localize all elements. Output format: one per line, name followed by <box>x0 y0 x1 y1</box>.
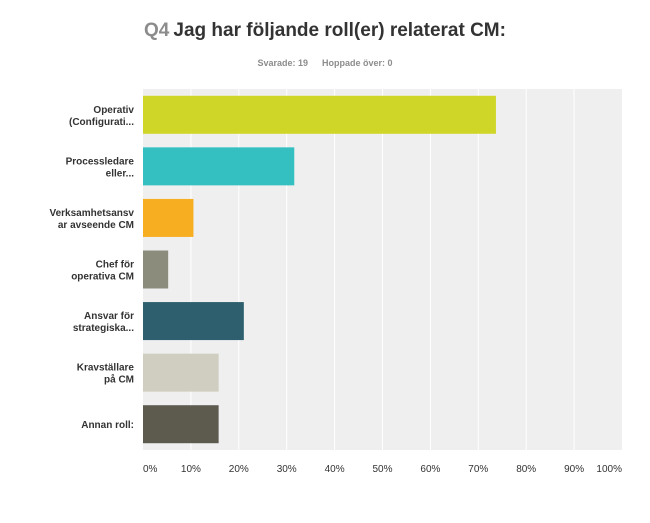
x-tick-label: 20% <box>229 464 249 475</box>
skipped-count: Hoppade över: 0 <box>322 58 393 68</box>
bar <box>143 95 496 134</box>
question-text: Jag har följande roll(er) relaterat CM: <box>173 20 506 41</box>
category-label: Chef för operativa CM <box>71 260 134 283</box>
x-tick-label: 80% <box>516 464 536 475</box>
x-tick-label: 70% <box>468 464 488 475</box>
x-tick-label: 10% <box>181 464 201 475</box>
category-label: Ansvar för strategiska... <box>73 311 134 334</box>
category-label: Annan roll: <box>81 420 134 431</box>
category-label: Processledare eller... <box>66 156 135 179</box>
question-title: Q4 Jag har följande roll(er) relaterat CM… <box>0 20 650 42</box>
answered-count: Svarade: 19 <box>257 58 309 68</box>
bar <box>143 147 295 186</box>
category-label: Kravställare på CM <box>77 363 135 386</box>
bar <box>143 198 194 237</box>
x-tick-label: 40% <box>325 464 345 475</box>
response-stats: Svarade: 19 Hoppade över: 0 <box>0 58 650 68</box>
category-label: Operativ (Configurati... <box>69 105 134 128</box>
bar <box>143 250 169 289</box>
bar <box>143 405 219 444</box>
question-number: Q4 <box>144 20 170 41</box>
x-tick-label: 100% <box>596 464 622 475</box>
x-tick-label: 90% <box>564 464 584 475</box>
bar <box>143 302 244 341</box>
x-tick-label: 30% <box>277 464 297 475</box>
x-tick-label: 0% <box>143 464 158 475</box>
bar <box>143 353 219 392</box>
x-tick-label: 60% <box>420 464 440 475</box>
category-label: Verksamhetsansv ar avseende CM <box>49 208 134 231</box>
x-tick-label: 50% <box>372 464 392 475</box>
